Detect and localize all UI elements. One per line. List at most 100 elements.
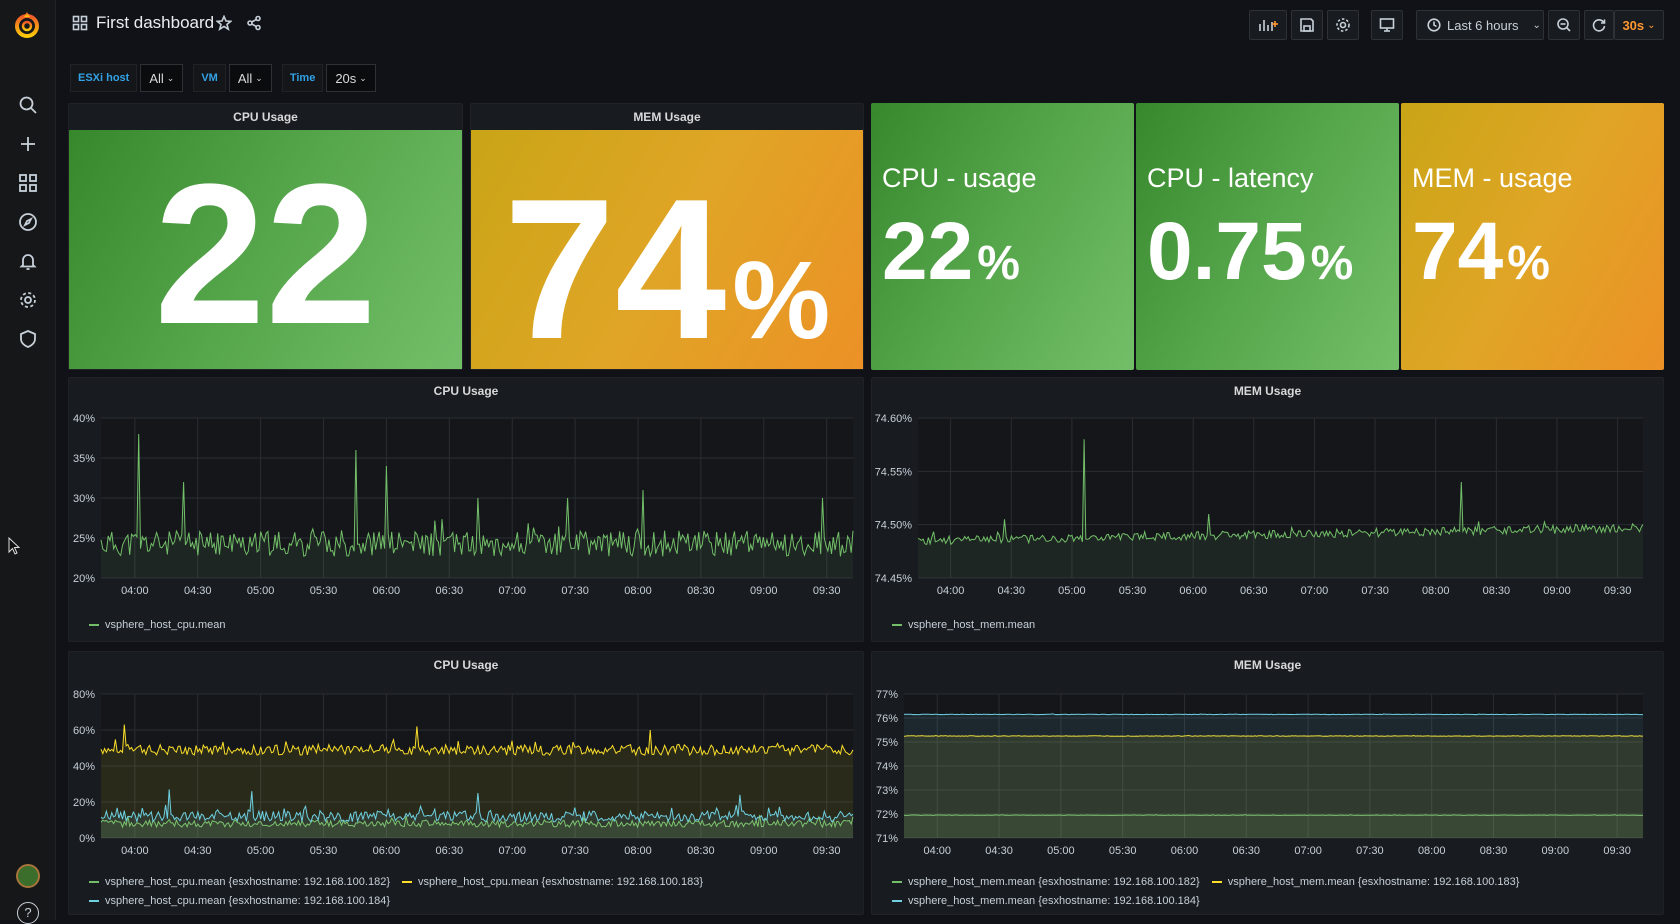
- y-tick-label: 74.50%: [875, 520, 913, 532]
- share-icon[interactable]: [246, 15, 262, 31]
- dashboards-grid-icon[interactable]: [14, 169, 42, 197]
- graph-panel-mem-usage[interactable]: MEM Usage 74.45% 74.50% 74.55% 74.60% 04:00 0…: [871, 377, 1664, 642]
- stat-panel-mem-usage-small[interactable]: MEM - usage 74%: [1401, 103, 1664, 370]
- dashboard-title-text[interactable]: First dashboard: [96, 13, 215, 32]
- settings-gear-icon: [1336, 18, 1350, 32]
- legend-item[interactable]: vsphere_host_cpu.mean {esxhostname: 192.…: [89, 876, 390, 888]
- stat-value-number: 22: [882, 206, 974, 297]
- series-line[interactable]: [100, 814, 854, 829]
- series-line[interactable]: [903, 713, 1643, 716]
- stat-panel-cpu-latency[interactable]: CPU - latency 0.75%: [1136, 103, 1399, 370]
- alerting-bell-icon[interactable]: [14, 247, 42, 275]
- chevron-down-icon: ⌄: [359, 72, 367, 83]
- variable-select-vm[interactable]: All ⌄: [228, 64, 272, 92]
- series-area: [904, 713, 1643, 838]
- y-tick-label: 40%: [73, 761, 95, 773]
- stat-value-number: 74: [503, 158, 727, 381]
- graph-panel-mem-usage-by-host[interactable]: MEM Usage 71% 72% 73% 74% 75% 76% 77% 04:00 04:3…: [871, 651, 1664, 915]
- series-line[interactable]: [100, 433, 854, 558]
- stat-value: 74 %: [471, 170, 863, 370]
- x-tick-label: 07:00: [498, 845, 526, 857]
- x-tick-label: 04:30: [985, 845, 1013, 857]
- panel-title[interactable]: CPU Usage: [233, 110, 298, 124]
- cpu-usage-chart[interactable]: 20% 25% 30% 35% 40% 04:00 04:30 05:00 05:30 06:00…: [69, 404, 865, 629]
- legend-item[interactable]: vsphere_host_cpu.mean {esxhostname: 192.…: [89, 895, 390, 907]
- cpu-usage-by-host-chart[interactable]: 0% 20% 40% 60% 80% 04:00 04:30 05:00 05:30 06:00 0…: [69, 678, 865, 878]
- cycle-view-mode-button[interactable]: [1371, 10, 1403, 40]
- legend-row: vsphere_host_cpu.mean {esxhostname: 192.…: [89, 876, 703, 888]
- x-tick-label: 08:00: [624, 845, 652, 857]
- legend-swatch: [89, 624, 99, 626]
- panel-title[interactable]: MEM Usage: [633, 110, 701, 124]
- panel-title[interactable]: MEM Usage: [1233, 384, 1302, 398]
- time-range-label: Last 6 hours: [1447, 17, 1519, 33]
- stat-value-unit: %: [732, 239, 831, 362]
- legend-swatch: [1211, 881, 1222, 883]
- x-tick-label: 09:30: [813, 845, 841, 857]
- configuration-gear-icon[interactable]: [14, 286, 42, 314]
- user-avatar[interactable]: [16, 864, 40, 888]
- x-tick-label: 07:30: [561, 585, 589, 597]
- x-tick-label: 05:30: [310, 585, 338, 597]
- add-panel-button[interactable]: [1249, 10, 1287, 40]
- explore-compass-icon[interactable]: [14, 208, 42, 236]
- x-tick-label: 05:30: [1109, 845, 1137, 857]
- legend-label: vsphere_host_mem.mean: [908, 619, 1036, 631]
- y-tick-label: 40%: [73, 413, 95, 425]
- mem-usage-by-host-chart[interactable]: 71% 72% 73% 74% 75% 76% 77% 04:00 04:30 05:00 05:3…: [872, 678, 1665, 878]
- create-plus-icon[interactable]: [14, 130, 42, 158]
- save-dashboard-button[interactable]: [1291, 10, 1323, 40]
- series-line[interactable]: [903, 814, 1644, 816]
- chevron-down-icon: ⌄: [1532, 19, 1541, 31]
- legend-label: vsphere_host_mem.mean {esxhostname: 192.…: [908, 895, 1200, 907]
- dashboard-title[interactable]: First dashboard: [72, 13, 214, 33]
- variable-select-esxi-host[interactable]: All ⌄: [140, 64, 184, 92]
- chevron-down-icon: ⌄: [166, 72, 175, 83]
- help-icon[interactable]: ?: [17, 902, 39, 924]
- refresh-button[interactable]: [1584, 10, 1614, 40]
- legend-label: vsphere_host_cpu.mean {esxhostname: 192.…: [418, 876, 703, 888]
- x-tick-label: 05:30: [310, 845, 338, 857]
- graph-panel-cpu-usage-by-host[interactable]: CPU Usage 0% 20% 40% 60% 80% 04:00 04:30 05:00 0…: [68, 651, 864, 915]
- stat-panel-mem-usage[interactable]: MEM Usage 74 %: [470, 103, 864, 370]
- series-area: [101, 815, 853, 838]
- legend-item[interactable]: vsphere_host_mem.mean: [892, 619, 1035, 631]
- zoom-out-button[interactable]: [1548, 10, 1580, 40]
- variable-select-time[interactable]: 20s ⌄: [326, 64, 376, 92]
- x-tick-label: 07:00: [498, 585, 526, 597]
- legend-item[interactable]: vsphere_host_cpu.mean: [89, 619, 225, 631]
- x-tick-label: 04:00: [121, 585, 149, 597]
- legend-item[interactable]: vsphere_host_mem.mean {esxhostname: 192.…: [1211, 876, 1519, 888]
- legend-item[interactable]: vsphere_host_mem.mean {esxhostname: 192.…: [892, 895, 1200, 907]
- y-tick-label: 74.60%: [875, 413, 913, 425]
- series-line[interactable]: [100, 724, 854, 757]
- refresh-interval-picker[interactable]: 30s ⌄: [1614, 10, 1664, 40]
- server-admin-shield-icon[interactable]: [14, 325, 42, 353]
- stat-value-unit: %: [977, 237, 1020, 290]
- star-icon[interactable]: [216, 15, 232, 31]
- panel-title[interactable]: CPU Usage: [433, 384, 499, 398]
- series-line[interactable]: [903, 734, 1643, 737]
- x-tick-label: 06:30: [1240, 585, 1268, 597]
- x-tick-label: 07:30: [1361, 585, 1389, 597]
- series-line[interactable]: [917, 439, 1644, 546]
- time-picker-button[interactable]: Last 6 hours ⌄: [1416, 10, 1544, 40]
- legend-swatch: [402, 881, 412, 883]
- dashboard-settings-button[interactable]: [1327, 10, 1359, 40]
- y-tick-label: 77%: [876, 689, 898, 701]
- panel-title[interactable]: CPU Usage: [433, 658, 499, 672]
- grafana-logo-icon[interactable]: [12, 10, 42, 40]
- panel-title[interactable]: MEM Usage: [1233, 658, 1302, 672]
- stat-value-number: 0.75: [1147, 206, 1307, 297]
- stat-panel-cpu-usage-small[interactable]: CPU - usage 22%: [871, 103, 1134, 370]
- stat-panel-cpu-usage[interactable]: CPU Usage 22: [68, 103, 463, 370]
- legend-item[interactable]: vsphere_host_cpu.mean {esxhostname: 192.…: [402, 876, 703, 888]
- y-tick-label: 71%: [876, 833, 898, 845]
- mem-usage-chart[interactable]: 74.45% 74.50% 74.55% 74.60% 04:00 04:30 05:00 0…: [872, 404, 1665, 629]
- x-tick-label: 05:00: [1047, 845, 1075, 857]
- search-icon[interactable]: [14, 91, 42, 119]
- graph-panel-cpu-usage[interactable]: CPU Usage 20% 25% 30% 35% 40% 04:00 04:30 05:00…: [68, 377, 864, 642]
- legend-item[interactable]: vsphere_host_mem.mean {esxhostname: 192.…: [892, 876, 1200, 888]
- series-line[interactable]: [100, 789, 854, 824]
- stat-value: 22%: [882, 205, 1020, 299]
